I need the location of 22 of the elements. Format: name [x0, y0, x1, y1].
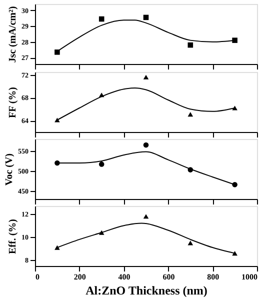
point [143, 214, 149, 219]
point [143, 142, 149, 148]
x-tick-label: 1000 [242, 272, 258, 282]
point [232, 38, 238, 43]
x-tick-label: 200 [74, 272, 86, 282]
point [232, 106, 238, 110]
point [54, 50, 60, 55]
point [188, 112, 194, 117]
point [54, 118, 60, 122]
y-axis-title: Voc (V) [4, 153, 15, 186]
point [98, 162, 104, 167]
point [143, 74, 149, 80]
y-axis-title: Jsc (mA/cm²) [8, 6, 18, 63]
y-axis-title: Eff. (%) [8, 219, 18, 254]
point [54, 245, 60, 250]
x-tick-label: 0 [36, 272, 40, 282]
y-axis-title: FF (%) [8, 86, 18, 118]
x-tick-label: 600 [162, 272, 175, 282]
x-tick-label: 400 [118, 272, 130, 282]
x-tick-label: 800 [207, 272, 220, 282]
point [188, 240, 194, 246]
x-axis-title: Al:ZnO Thickness (nm) [86, 284, 208, 298]
